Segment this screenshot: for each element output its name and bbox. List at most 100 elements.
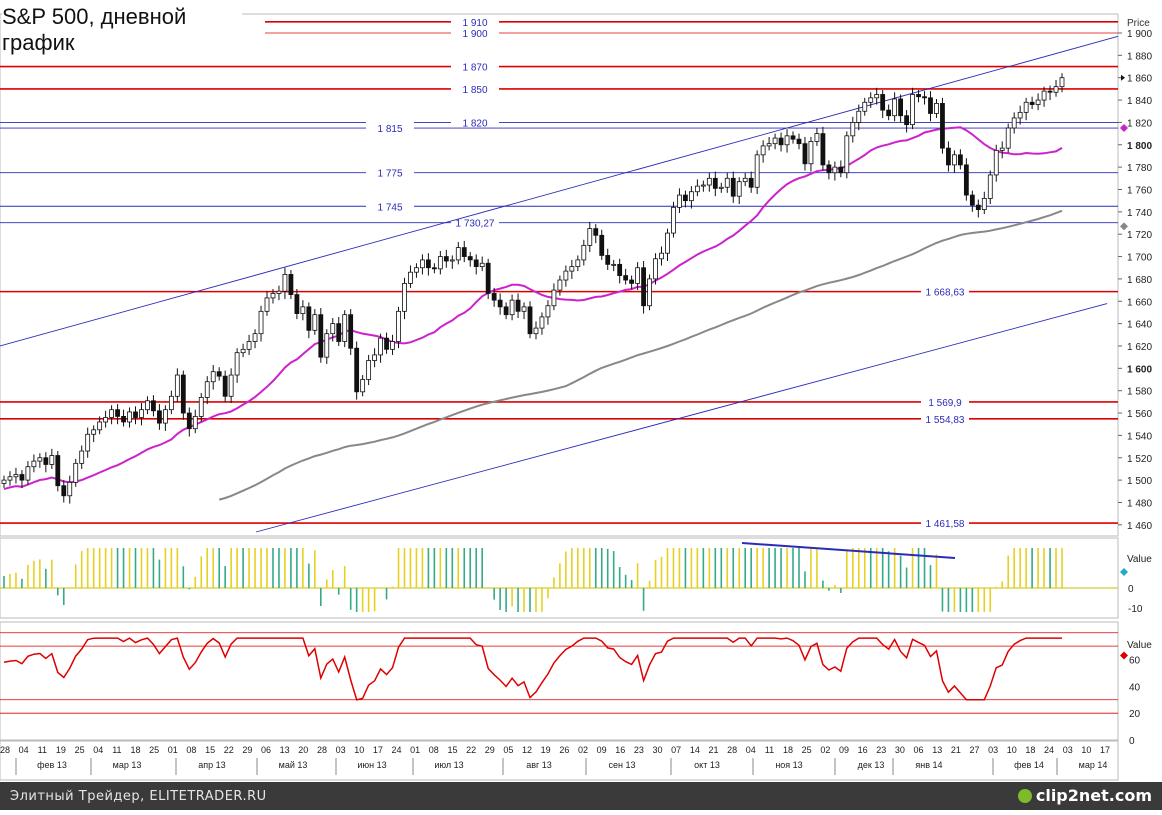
candle-body — [198, 396, 204, 417]
month-label: май 13 — [279, 760, 308, 770]
candle-body — [157, 410, 162, 424]
candle-body — [473, 259, 479, 268]
candle-body — [264, 297, 270, 312]
x-tick-label: 28 — [317, 745, 327, 755]
candle-body — [952, 154, 957, 166]
candle-body — [593, 228, 599, 236]
osc-axis-label: Value — [1127, 554, 1152, 565]
rsi-axis-label: Value — [1127, 640, 1152, 651]
x-tick-label: 28 — [727, 745, 737, 755]
candle-body — [551, 289, 557, 307]
candle-body — [449, 259, 455, 262]
candle-body — [754, 154, 760, 188]
x-tick-label: 21 — [708, 745, 718, 755]
candle-body — [1011, 117, 1017, 129]
rsi-panel — [0, 621, 1119, 741]
candle-body — [37, 457, 43, 462]
oscillator-panel — [0, 537, 1119, 619]
candle-body — [730, 177, 736, 197]
x-tick-label: 26 — [559, 745, 569, 755]
level-label: 1 775 — [377, 169, 402, 180]
candle-body — [898, 98, 904, 117]
candle-body — [772, 137, 778, 145]
x-tick-label: 01 — [410, 745, 420, 755]
level-label: 1 569,9 — [928, 398, 962, 409]
x-tick-label: 13 — [280, 745, 290, 755]
level-label: 1 900 — [462, 29, 487, 40]
candle-body — [653, 258, 658, 280]
x-tick-label: 11 — [38, 745, 47, 755]
candle-body — [575, 259, 581, 268]
candle-body — [425, 259, 431, 269]
x-tick-label: 22 — [466, 745, 476, 755]
candle-body — [414, 267, 419, 273]
candle-body — [617, 263, 623, 276]
level-label-bg — [451, 15, 499, 27]
candle-body — [360, 379, 366, 393]
candle-body — [31, 460, 37, 468]
candle-body — [1029, 101, 1035, 105]
candle-body — [324, 333, 330, 358]
candle-body — [503, 306, 509, 316]
osc-marker — [1120, 568, 1128, 576]
candle-body — [151, 400, 156, 412]
candle-body — [748, 177, 754, 188]
candle-body — [569, 266, 575, 272]
candle-body — [856, 110, 862, 123]
candle-body — [832, 166, 838, 174]
x-tick-label: 04 — [93, 745, 103, 755]
candle-body — [683, 194, 688, 202]
rsi-tick-label: 40 — [1129, 682, 1141, 693]
footer-site: Элитный Трейдер, ELITETRADER.RU — [10, 789, 267, 804]
candle-body — [246, 341, 252, 350]
price-tick-label: 1 820 — [1127, 118, 1152, 129]
footer-logo-text: clip2net.com — [1035, 786, 1152, 805]
candle-body — [330, 323, 336, 335]
level-label: 1 745 — [377, 202, 402, 213]
month-label: апр 13 — [198, 760, 225, 770]
candle-body — [127, 411, 132, 423]
x-tick-label: 18 — [783, 745, 793, 755]
candle-body — [892, 98, 898, 117]
candle-body — [850, 122, 856, 137]
price-tick-label: 1 760 — [1127, 185, 1152, 196]
candle-body — [790, 135, 796, 140]
month-label: янв 14 — [915, 760, 942, 770]
clip2net-logo[interactable]: clip2net.com — [1017, 786, 1152, 805]
rsi-tick-label: 20 — [1129, 709, 1141, 720]
candle-body — [527, 306, 533, 335]
candle-body — [1017, 111, 1023, 119]
candle-body — [437, 256, 443, 270]
candle-body — [67, 481, 73, 497]
candle-body — [581, 244, 587, 261]
x-axis-panel — [0, 740, 1119, 781]
candle-body — [647, 278, 652, 307]
x-tick-label: 10 — [1081, 745, 1091, 755]
price-tick-label: 1 840 — [1127, 96, 1152, 107]
candle-body — [378, 337, 383, 356]
level-label-bg — [451, 116, 499, 128]
level-label: 1 461,58 — [926, 519, 965, 530]
x-tick-label: 04 — [19, 745, 29, 755]
x-tick-label: 01 — [168, 745, 178, 755]
candle-body — [826, 164, 832, 174]
level-label-bg — [451, 82, 499, 94]
candle-body — [539, 316, 545, 329]
candle-body — [736, 181, 742, 197]
candle-body — [509, 299, 515, 316]
candle-body — [987, 174, 993, 199]
candle-body — [766, 143, 772, 147]
candle-body — [724, 177, 730, 188]
candle-body — [629, 279, 635, 284]
candle-body — [946, 147, 951, 166]
candle-body — [55, 455, 61, 487]
candle-body — [694, 185, 700, 193]
candle-body — [282, 274, 288, 292]
candle-body — [91, 429, 97, 435]
candle-body — [886, 109, 892, 117]
candle-body — [934, 103, 939, 114]
x-tick-label: 29 — [485, 745, 495, 755]
osc-tick-label: -10 — [1128, 604, 1143, 615]
